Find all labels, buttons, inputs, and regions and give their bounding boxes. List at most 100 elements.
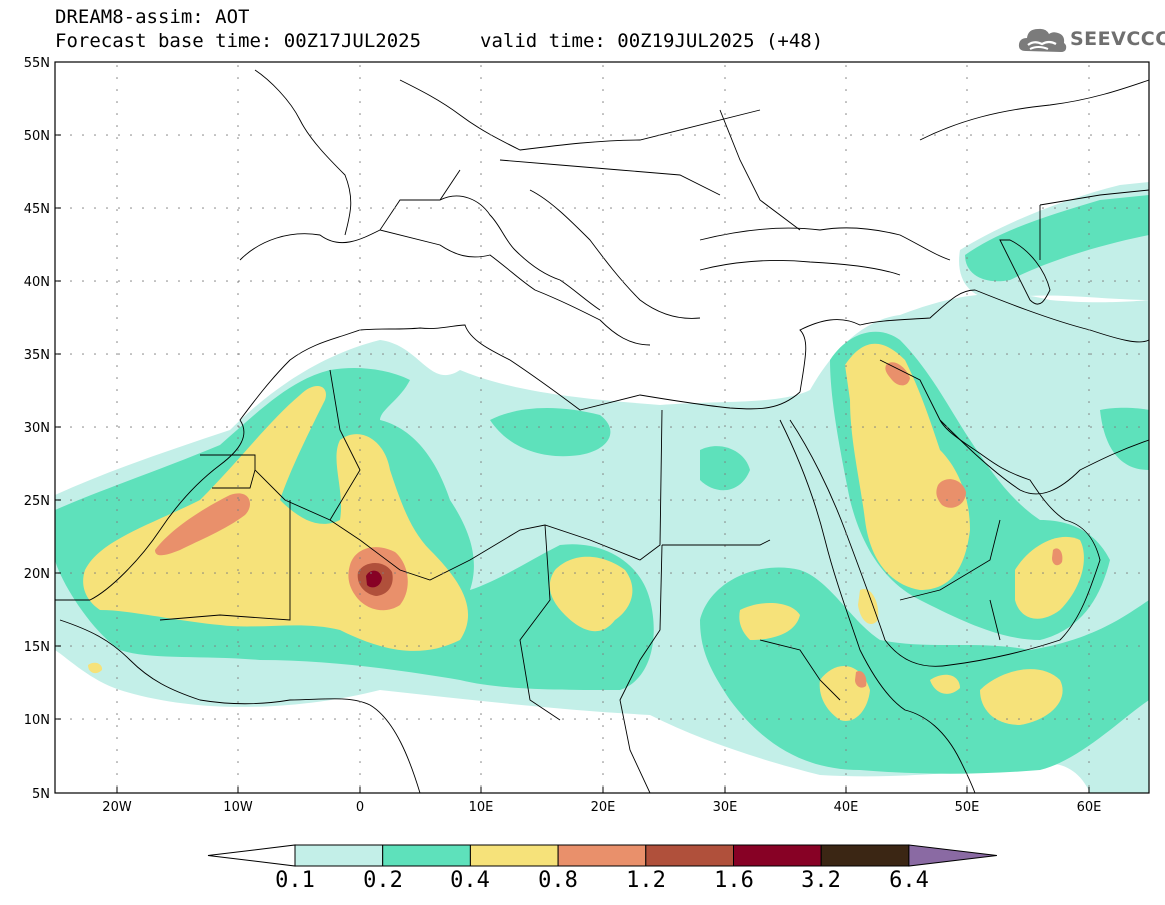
gulf-coast (939, 419, 1149, 495)
aot-0.2-region (490, 408, 611, 457)
north-caspian-coast (1039, 189, 1149, 206)
aot-0.8-region (155, 493, 250, 556)
lat-label: 55N (24, 56, 50, 71)
base-time: Forecast base time: 00Z17JUL2025 (55, 30, 422, 52)
sudan-border (619, 544, 663, 793)
egypt-sudan-border (662, 539, 771, 546)
lat-label: 30N (24, 421, 50, 436)
sahara-border (200, 409, 663, 581)
oman-border (989, 599, 1001, 641)
colorbar-swatch (645, 844, 734, 867)
lat-label: 50N (24, 129, 50, 144)
algeria-border (329, 369, 361, 521)
aot-0.4-region (1015, 536, 1084, 619)
colorbar-label: 3.2 (801, 868, 841, 893)
seevccc-logo: SEEVCCC (1018, 23, 1165, 57)
colorbar-swatch (733, 844, 822, 867)
chad-border (519, 524, 561, 721)
italy-coast (439, 195, 601, 311)
lon-label: 10E (469, 800, 494, 815)
lon-label: 0 (356, 800, 364, 815)
latitude-labels: 55N 50N 45N 40N 35N 30N 25N 20N 15N 10N … (24, 56, 50, 802)
aot-0.8-region (855, 670, 867, 688)
north-africa-coast (55, 324, 801, 601)
axis-ticks (55, 61, 1090, 793)
mali-border (159, 500, 291, 621)
cloud-icon (1018, 28, 1067, 52)
lon-label: 40E (834, 800, 859, 815)
lat-label: 25N (24, 494, 50, 509)
saudi-yemen-border (899, 519, 1001, 601)
aot-0.8-region (1052, 548, 1063, 566)
red-sea-west-coast (779, 419, 976, 793)
lon-label: 20W (102, 800, 132, 815)
logo-text: SEEVCCC (1070, 28, 1165, 50)
coastlines (55, 69, 1149, 793)
aot-0.2-region (700, 446, 750, 491)
north-europe-coast (399, 79, 761, 151)
lon-label: 10W (223, 800, 253, 815)
aot-0.4-region (845, 343, 970, 590)
colorbar-swatch (557, 844, 647, 867)
colorbar (207, 844, 997, 867)
colorbar-label: 1.6 (714, 868, 754, 893)
east-europe-line (919, 79, 1149, 141)
map-title: DREAM8-assim: AOT (55, 6, 250, 28)
lat-label: 20N (24, 567, 50, 582)
colorbar-over-arrow (908, 844, 997, 867)
aot-1.6-region (366, 570, 382, 588)
black-sea-coast (699, 227, 951, 261)
colorbar-under-arrow (207, 844, 296, 867)
aot-0.4-region (88, 662, 103, 674)
aot-0.4-region (930, 674, 960, 694)
colorbar-label: 0.8 (538, 868, 578, 893)
aot-0.4-region (739, 603, 800, 640)
lat-label: 5N (32, 787, 50, 802)
colorbar-label: 0.2 (363, 868, 403, 893)
lon-label: 20E (591, 800, 616, 815)
aot-contours (55, 182, 1149, 793)
colorbar-label: 1.2 (626, 868, 666, 893)
colorbar-swatch (469, 844, 559, 867)
aot-0.4-region (858, 589, 879, 625)
lat-label: 15N (24, 640, 50, 655)
lat-label: 10N (24, 713, 50, 728)
anatolia-north-coast (699, 259, 901, 276)
lat-label: 40N (24, 275, 50, 290)
aot-0.4-region (549, 556, 633, 632)
aot-0.8-region (885, 362, 910, 386)
ethiopia-border (759, 639, 841, 701)
west-africa-coast (59, 619, 421, 793)
ukraine-border (719, 109, 801, 231)
colorbar-label: 0.4 (450, 868, 490, 893)
central-europe-border (499, 159, 721, 196)
aot-0.2-region (700, 567, 1149, 774)
colorbar-swatch (382, 844, 471, 867)
lat-label: 35N (24, 348, 50, 363)
balkan-coast (529, 189, 701, 319)
graticule (58, 65, 1140, 787)
longitude-labels: 20W 10W 0 10E 20E 30E 40E 50E 60E (102, 800, 1101, 815)
south-europe-coast (239, 229, 651, 346)
forecast-times: Forecast base time: 00Z17JUL2025 valid ti… (55, 30, 823, 52)
lon-label: 50E (955, 800, 980, 815)
colorbar-swatch (294, 844, 384, 867)
atlantic-europe-coast (254, 69, 352, 236)
arabian-coast (789, 419, 1101, 667)
colorbar-label: 0.1 (275, 868, 315, 893)
aot-0.4-region (980, 669, 1063, 725)
lon-label: 60E (1077, 800, 1102, 815)
lat-label: 45N (24, 202, 50, 217)
levant-anatolia-coast (799, 289, 1149, 393)
caspian-coast (999, 239, 1051, 305)
colorbar-swatch (820, 844, 910, 867)
lon-label: 30E (713, 800, 738, 815)
iraq-border (879, 359, 941, 421)
france-border (379, 169, 461, 231)
valid-time: valid time: 00Z19JUL2025 (+48) (480, 30, 824, 52)
aot-0.2-region (1100, 407, 1149, 470)
aot-0.2-region (965, 195, 1149, 282)
colorbar-label: 6.4 (889, 868, 929, 893)
mauritania-border (212, 469, 256, 489)
